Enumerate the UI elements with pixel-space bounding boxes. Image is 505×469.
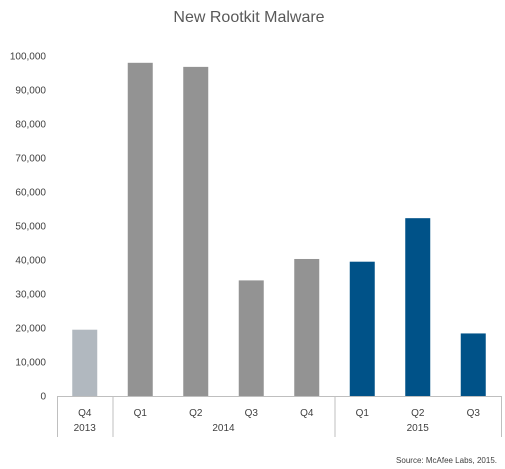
y-tick-label: 0	[40, 392, 46, 403]
x-tick-label: Q3	[245, 408, 259, 419]
x-axis: Q4 Q1 Q2 Q3 Q4 Q1 Q2 Q3 2013 2014 2015	[57, 396, 502, 437]
bar	[238, 280, 264, 396]
bar	[405, 218, 431, 396]
y-tick-label: 30,000	[15, 290, 46, 301]
x-tick-label: Q1	[356, 408, 370, 419]
bar	[460, 333, 486, 396]
x-tick-label: Q2	[189, 408, 203, 419]
y-tick-label: 80,000	[15, 120, 46, 131]
y-axis: 0 10,000 20,000 30,000 40,000 50,000 60,000 70,…	[10, 52, 47, 403]
bar	[127, 62, 153, 397]
y-tick-label: 90,000	[15, 86, 46, 97]
bar	[183, 66, 209, 396]
y-tick-label: 70,000	[15, 154, 46, 165]
x-tick-label: Q1	[134, 408, 148, 419]
y-tick-label: 60,000	[15, 188, 46, 199]
x-tick-label: Q2	[411, 408, 425, 419]
chart-title: New Rootkit Malware	[173, 9, 324, 26]
y-tick-label: 40,000	[15, 256, 46, 267]
x-group-label: 2013	[74, 423, 97, 434]
x-group-label: 2015	[407, 423, 430, 434]
x-tick-label: Q4	[300, 408, 314, 419]
x-tick-label: Q3	[467, 408, 481, 419]
bar	[349, 261, 375, 396]
y-tick-label: 10,000	[15, 358, 46, 369]
bars	[72, 62, 486, 397]
source-note: Source: McAfee Labs, 2015.	[396, 456, 497, 465]
bar	[294, 258, 320, 396]
x-tick-label: Q4	[78, 408, 92, 419]
x-group-label: 2014	[212, 423, 235, 434]
bar	[72, 329, 98, 396]
y-tick-label: 50,000	[15, 222, 46, 233]
y-tick-label: 20,000	[15, 324, 46, 335]
y-tick-label: 100,000	[10, 52, 47, 63]
